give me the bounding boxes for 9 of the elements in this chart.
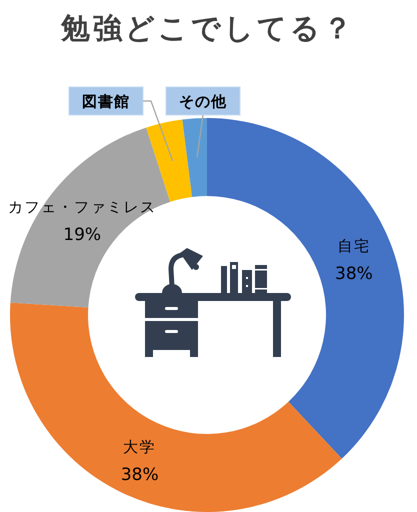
- data-label: 19%: [63, 225, 102, 246]
- slice-label: その他: [179, 92, 227, 110]
- slice-label: 図書館: [82, 92, 130, 110]
- slice-label: 自宅: [337, 236, 370, 255]
- data-label: 38%: [120, 464, 159, 485]
- slice-label: カフェ・ファミレス: [8, 198, 156, 216]
- slice-label: 大学: [123, 438, 156, 456]
- data-label: 38%: [335, 264, 373, 284]
- title: 勉強どこでしてる？: [61, 11, 355, 45]
